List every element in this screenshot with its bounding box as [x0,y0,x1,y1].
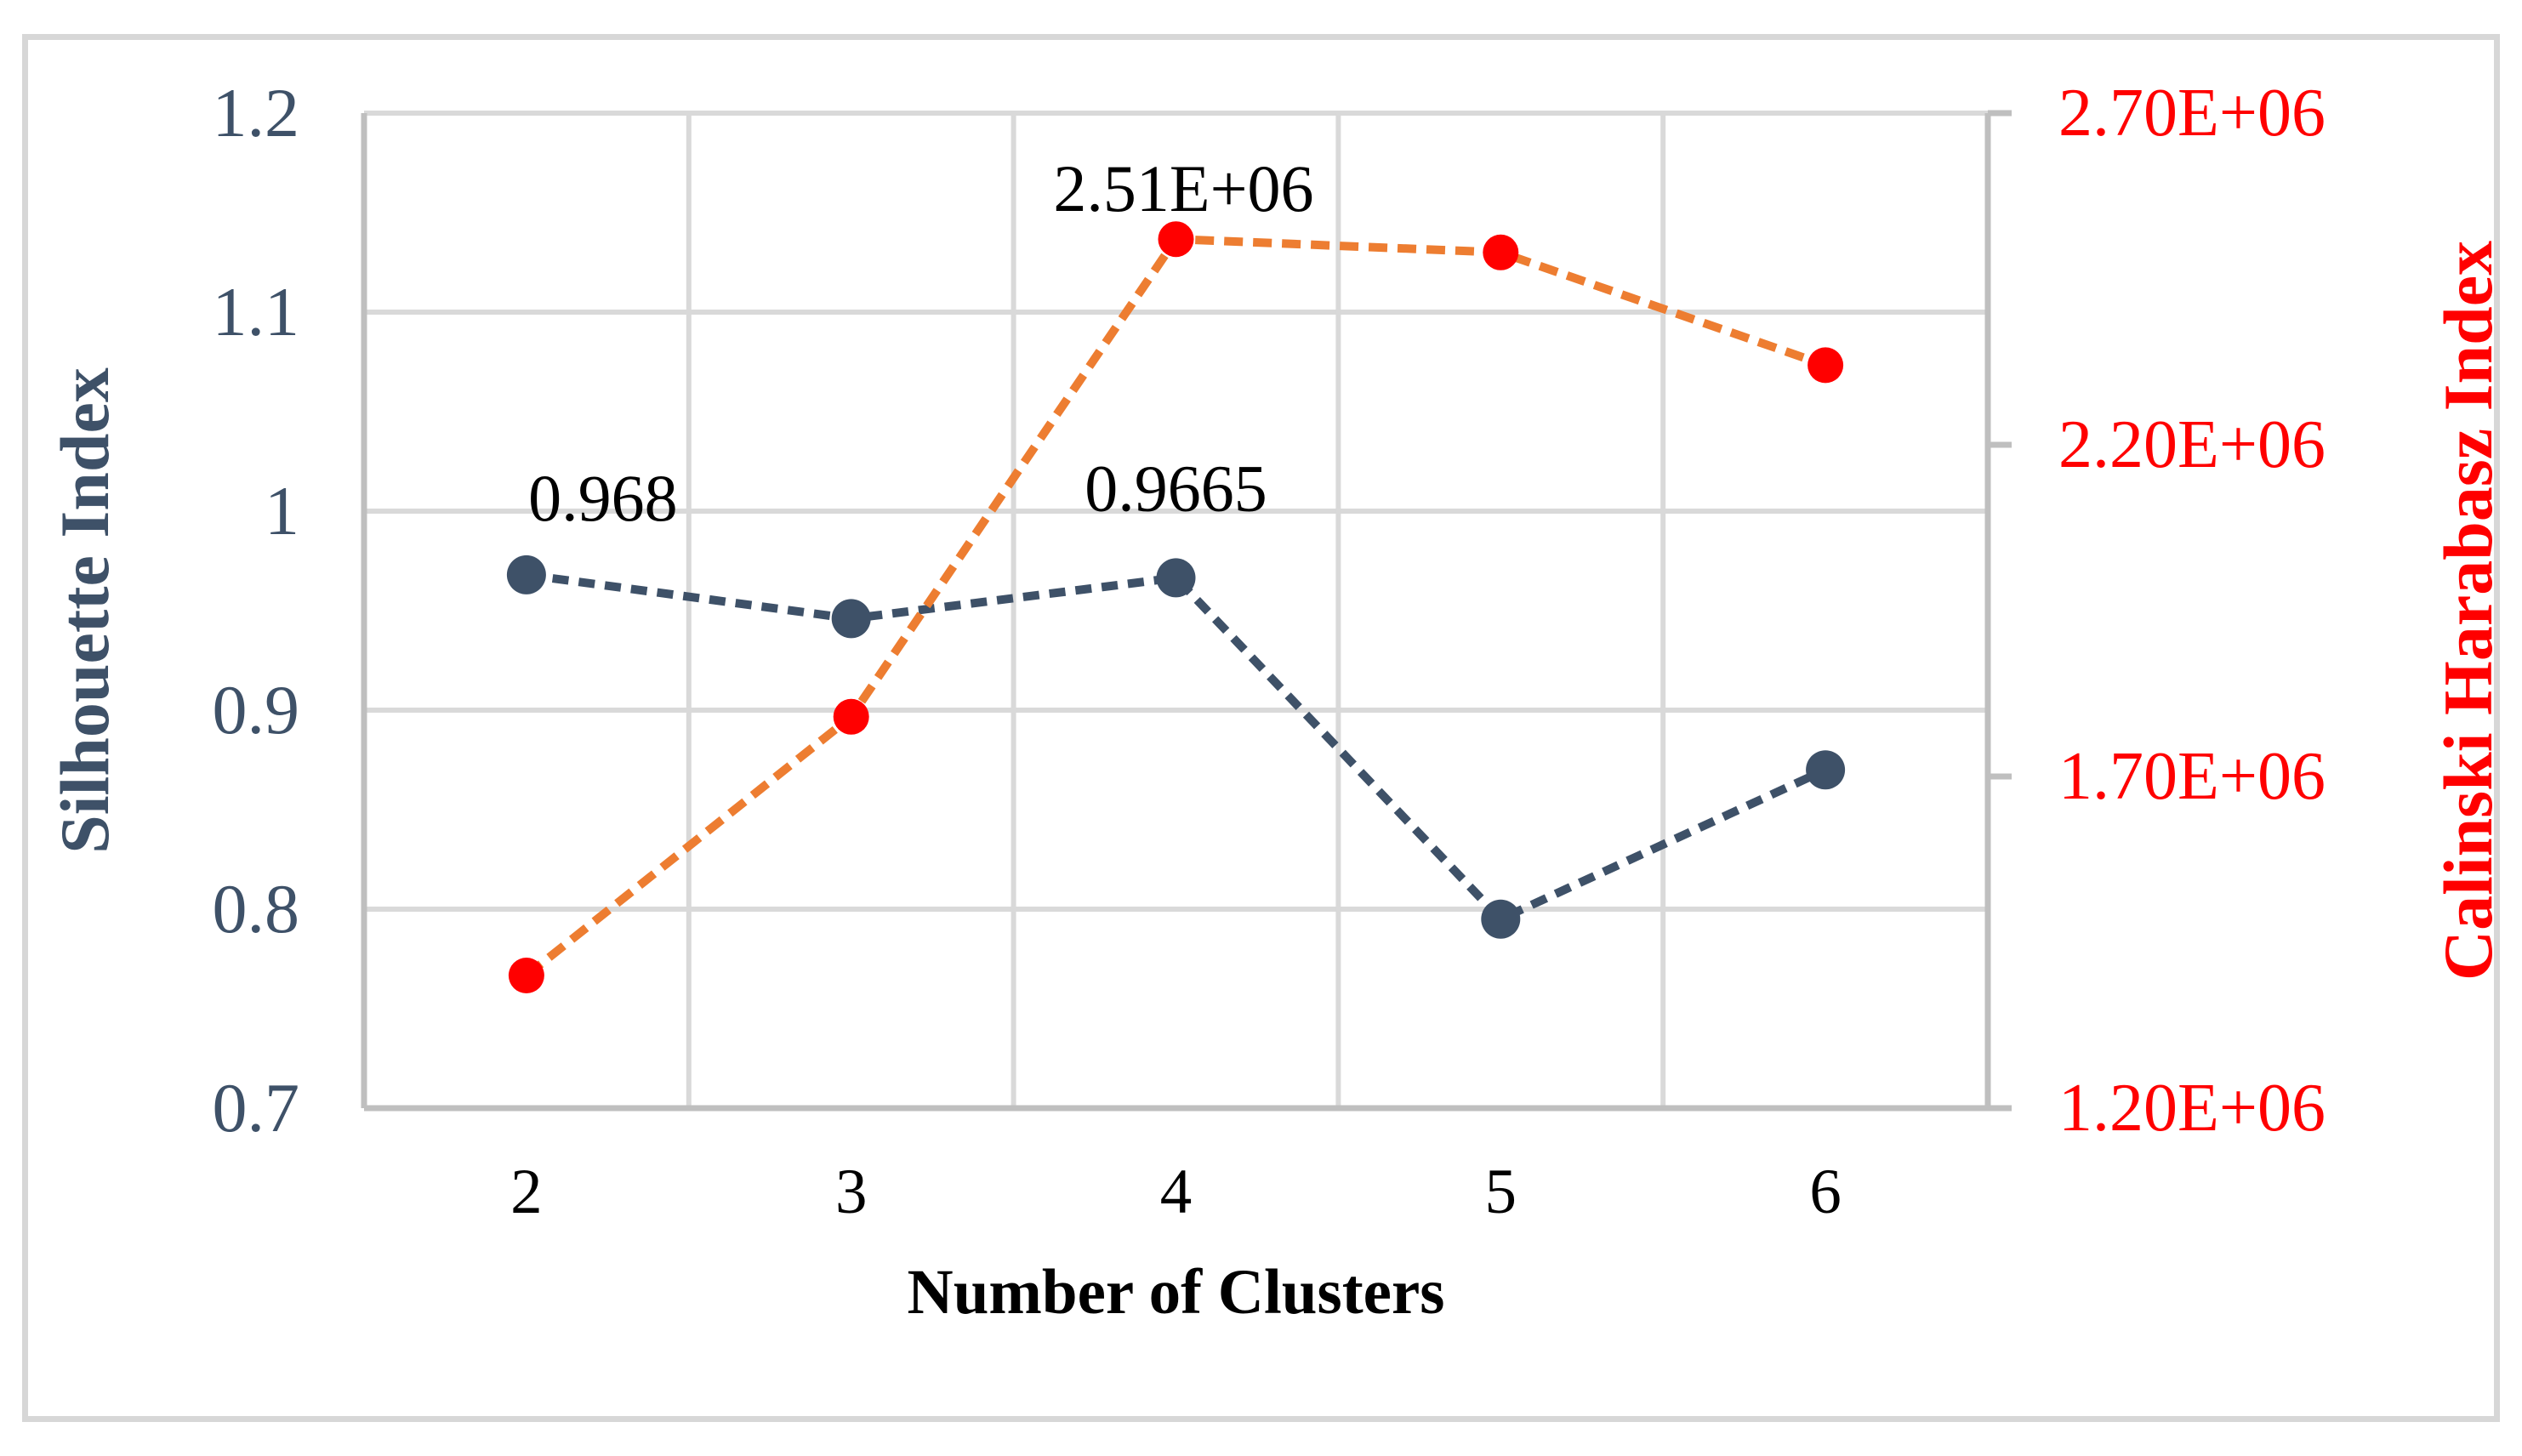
right-axis-tick-label: 2.20E+06 [2058,407,2326,482]
data-point-marker [831,599,871,639]
chart-frame [22,34,2500,1422]
data-point-marker [833,698,869,735]
left-axis-tick-label: 1.1 [212,273,300,350]
right-axis-tick-label: 1.20E+06 [2058,1071,2326,1146]
x-axis-tick-label: 2 [510,1157,543,1227]
line-chart-svg: 0.968 0.9665 2.51E+06 [361,110,2012,1112]
right-axis-tick-label: 2.70E+06 [2058,76,2326,151]
data-point-marker [1808,347,1844,384]
right-axis-tick-label: 1.70E+06 [2058,739,2326,814]
left-axis-tick-label: 1 [265,472,299,549]
left-axis-tick-label: 1.2 [212,74,300,151]
data-label: 0.9665 [1085,451,1267,525]
data-label: 2.51E+06 [1053,151,1313,225]
data-point-marker [1483,234,1519,270]
left-axis-title: Silhouette Index [46,367,123,854]
data-point-marker [1481,899,1521,939]
data-label: 0.968 [528,461,678,535]
x-axis-tick-label: 3 [834,1157,868,1227]
x-axis-tick-label: 4 [1159,1157,1193,1227]
x-axis-tick-label: 5 [1484,1157,1517,1227]
right-axis-title: Calinski Harabasz Index [2429,240,2507,981]
series-line-right [523,235,1827,979]
data-point-marker [1806,750,1846,790]
plot-area: 0.968 0.9665 2.51E+06 [361,110,2012,1112]
data-point-marker [506,555,546,594]
left-axis-tick-label: 0.9 [212,671,300,748]
data-point-marker [508,958,544,993]
series-line-left [526,570,1828,924]
left-axis-tick-label: 0.8 [212,870,300,947]
x-axis-title: Number of Clusters [907,1257,1445,1328]
left-axis-tick-label: 0.7 [212,1069,300,1146]
data-point-marker [1158,221,1194,258]
x-axis-tick-label: 6 [1809,1157,1842,1227]
data-point-marker [1156,558,1196,598]
